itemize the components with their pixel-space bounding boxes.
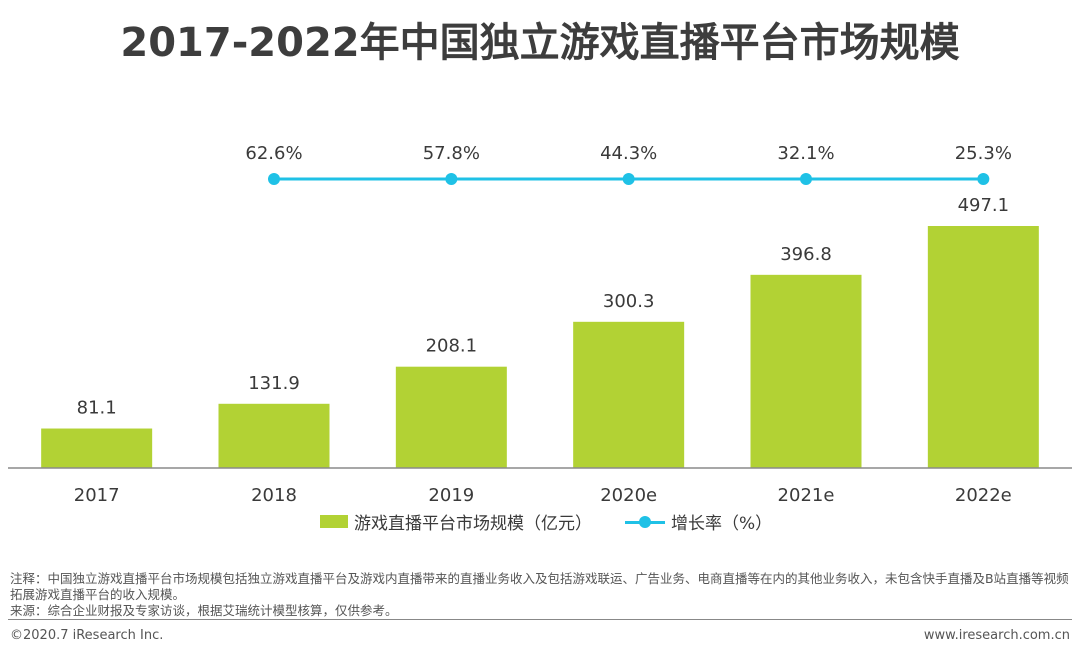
bar-2019 <box>395 366 507 468</box>
x-tick-label-2018: 2018 <box>251 485 297 506</box>
legend-line-label: 增长率（%） <box>671 514 773 534</box>
growth-rate-label-2021e: 32.1% <box>777 143 834 164</box>
bar-value-label-2020e: 300.3 <box>603 291 655 312</box>
growth-rate-label-2018: 62.6% <box>245 143 302 164</box>
bar-2020e <box>573 321 685 468</box>
bar-2017 <box>41 428 153 468</box>
x-tick-label-2019: 2019 <box>428 485 474 506</box>
chart-note: 注释：中国独立游戏直播平台市场规模包括独立游戏直播平台及游戏内直播带来的直播业务… <box>10 571 1069 602</box>
chart-title: 2017-2022年中国独立游戏直播平台市场规模 <box>120 20 960 66</box>
growth-rate-point-2020e <box>622 173 635 185</box>
bar-value-label-2018: 131.9 <box>248 373 300 394</box>
growth-rate-point-2019 <box>445 173 458 185</box>
growth-rate-label-2020e: 44.3% <box>600 143 657 164</box>
legend-bar-swatch <box>320 515 348 528</box>
chart-area: 81.1 2017 131.9 2018 208.1 2019 300.3 2020e 396.… <box>8 143 1072 506</box>
x-tick-label-2022e: 2022e <box>955 485 1012 506</box>
legend: 游戏直播平台市场规模（亿元） 增长率（%） <box>0 509 1080 534</box>
chart-source: 来源：综合企业财报及专家访谈，根据艾瑞统计模型核算，仅供参考。 <box>10 603 398 618</box>
legend-item-line: 增长率（%） <box>625 509 772 534</box>
growth-rate-point-2021e <box>800 173 812 185</box>
bar-2018 <box>218 403 330 468</box>
bar-value-label-2021e: 396.8 <box>780 244 832 265</box>
growth-rate-label-2022e: 25.3% <box>955 143 1012 164</box>
bar-value-label-2017: 81.1 <box>77 398 117 419</box>
bar-2021e <box>750 274 862 468</box>
growth-rate-point-2018 <box>268 173 280 185</box>
legend-item-bar: 游戏直播平台市场规模（亿元） <box>320 509 592 534</box>
growth-rate-point-2022e <box>977 173 990 185</box>
growth-rate-label-2019: 57.8% <box>423 143 480 164</box>
bar-value-label-2019: 208.1 <box>426 336 478 357</box>
footer-divider <box>8 619 1072 620</box>
legend-bar-label: 游戏直播平台市场规模（亿元） <box>354 514 592 534</box>
x-tick-label-2020e: 2020e <box>600 485 657 506</box>
x-tick-label-2021e: 2021e <box>778 485 835 506</box>
footer-copyright: ©2020.7 iResearch Inc. <box>10 628 164 643</box>
x-tick-label-2017: 2017 <box>74 485 120 506</box>
bar-value-label-2022e: 497.1 <box>958 195 1010 216</box>
bar-2022e <box>927 226 1039 468</box>
footer-website: www.iresearch.com.cn <box>923 628 1070 643</box>
legend-line-swatch <box>625 515 665 529</box>
